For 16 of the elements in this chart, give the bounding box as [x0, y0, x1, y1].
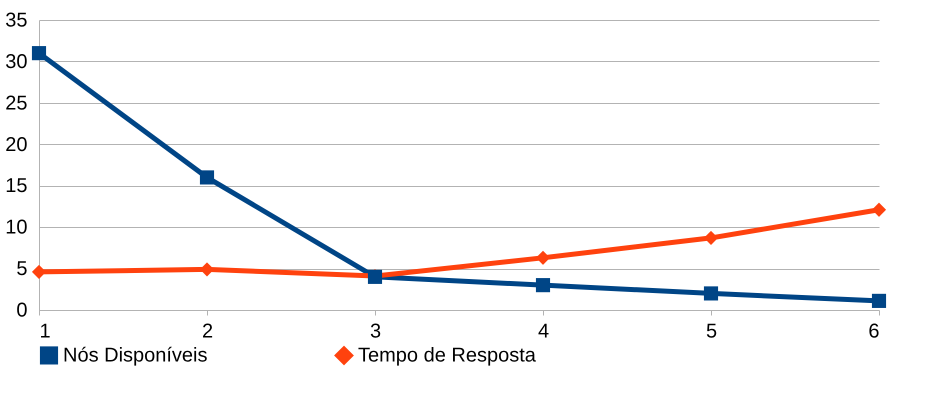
legend-label: Tempo de Resposta [358, 344, 537, 366]
x-tick-label: 6 [868, 320, 880, 342]
x-tick-label: 3 [370, 320, 382, 342]
y-tick-label: 15 [5, 175, 28, 198]
x-tick-label: 1 [40, 320, 51, 342]
y-tick-label: 20 [5, 134, 28, 156]
legend-label: Nós Disponíveis [63, 344, 208, 366]
y-tick-label: 10 [5, 216, 28, 239]
x-tick-label: 4 [538, 320, 550, 342]
x-tick-label: 5 [706, 320, 718, 342]
y-tick-label: 0 [16, 300, 28, 322]
x-tick-label: 2 [202, 320, 214, 342]
y-tick-label: 35 [5, 10, 28, 32]
y-tick-label: 30 [5, 50, 28, 73]
y-tick-label: 25 [5, 92, 28, 114]
y-tick-label: 5 [16, 258, 28, 280]
